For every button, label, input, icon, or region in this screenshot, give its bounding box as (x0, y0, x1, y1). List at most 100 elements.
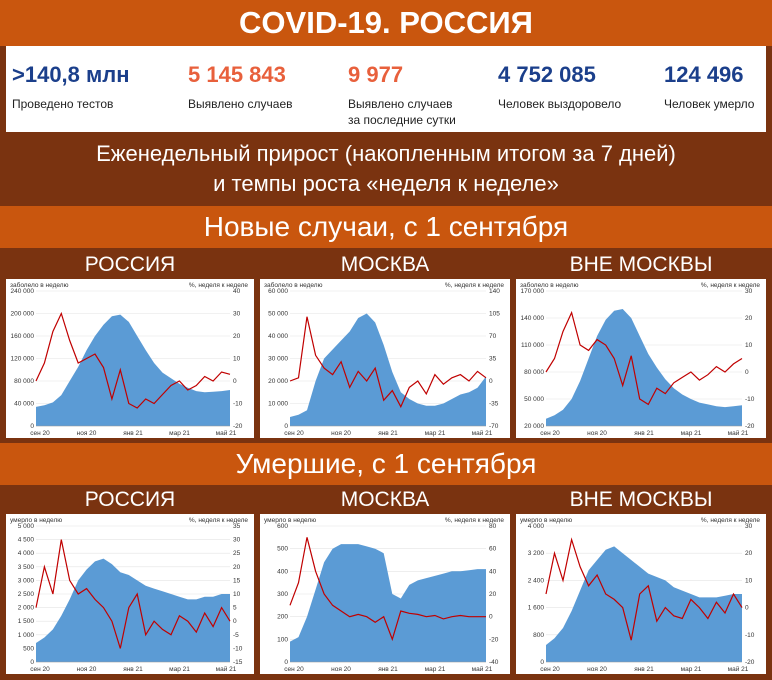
left-axis-label: умерло в неделю (10, 517, 62, 524)
right-tick-label: -20 (233, 423, 243, 430)
right-axis-label: %, неделя к неделе (445, 282, 504, 289)
right-tick-label: -5 (233, 632, 239, 639)
right-tick-label: -20 (745, 423, 755, 430)
stat-value: 5 145 843 (188, 62, 286, 87)
left-tick-label: 400 (277, 568, 288, 575)
left-tick-label: 50 000 (268, 311, 288, 318)
right-tick-label: -40 (489, 659, 499, 666)
x-tick-label: мар 21 (425, 430, 446, 437)
left-tick-label: 600 (277, 523, 288, 530)
left-tick-label: 40 000 (268, 333, 288, 340)
left-tick-label: 200 000 (11, 311, 35, 318)
right-tick-label: -10 (745, 396, 755, 403)
left-tick-label: 5 000 (18, 523, 35, 530)
right-tick-label: -10 (233, 645, 243, 652)
right-tick-label: 30 (745, 523, 753, 530)
chart-cases-outside: заболело в неделю %, неделя к неделе 170 0… (516, 279, 766, 438)
right-tick-label: 0 (489, 378, 493, 385)
chart-svg: заболело в неделю %, неделя к неделе 170 0… (520, 281, 760, 437)
section-deaths-title: Умершие, с 1 сентября (0, 443, 772, 485)
chart-svg: умерло в неделю %, неделя к неделе 5 000 4 … (10, 517, 248, 673)
right-tick-label: 0 (745, 605, 749, 612)
right-tick-label: 0 (233, 378, 237, 385)
left-tick-label: 10 000 (268, 401, 288, 408)
x-tick-label: май 21 (472, 665, 493, 673)
left-tick-label: 60 000 (268, 288, 288, 295)
region-label-russia: РОССИЯ (6, 486, 254, 514)
right-tick-label: -10 (745, 632, 755, 639)
x-tick-label: май 21 (216, 665, 237, 673)
left-tick-label: 140 000 (521, 315, 545, 322)
area-series (36, 558, 230, 662)
right-tick-label: 15 (233, 577, 241, 584)
right-tick-label: 20 (489, 591, 497, 598)
x-tick-label: сен 20 (284, 430, 304, 437)
right-tick-label: 10 (233, 591, 241, 598)
right-tick-label: 80 (489, 523, 497, 530)
x-tick-label: мар 21 (681, 666, 702, 673)
x-tick-label: ноя 20 (77, 666, 97, 673)
left-tick-label: 160 000 (11, 333, 35, 340)
x-tick-label: мар 21 (681, 430, 702, 437)
stat-value: 124 496 (664, 62, 744, 87)
growth-line-series (35, 539, 231, 649)
right-tick-label: 35 (489, 356, 497, 363)
x-tick-label: янв 21 (634, 666, 654, 673)
right-tick-label: 60 (489, 546, 497, 553)
area-series (290, 544, 486, 662)
right-tick-label: -70 (489, 423, 499, 430)
subtitle-line2: и темпы роста «неделя к неделе» (213, 171, 559, 196)
region-label-russia: РОССИЯ (6, 251, 254, 279)
x-tick-label: сен 20 (30, 666, 50, 673)
area-series (290, 313, 486, 426)
right-axis-label: %, неделя к неделе (701, 517, 760, 524)
right-tick-label: 30 (233, 537, 241, 544)
left-tick-label: 80 000 (14, 378, 34, 385)
stat-value: 9 977 (348, 62, 404, 87)
left-tick-label: 2 500 (18, 591, 35, 598)
right-tick-label: 5 (233, 605, 237, 612)
x-tick-label: май 21 (472, 429, 493, 437)
x-tick-label: ноя 20 (331, 666, 351, 673)
region-label-outside: ВНЕ МОСКВЫ (516, 251, 766, 279)
right-axis-label: %, неделя к неделе (189, 517, 248, 524)
left-tick-label: 1 000 (18, 632, 35, 639)
x-tick-label: сен 20 (30, 430, 50, 437)
subtitle: Еженедельный прирост (накопленным итогом… (0, 135, 772, 203)
x-tick-label: ноя 20 (587, 666, 607, 673)
left-tick-label: 20 000 (524, 423, 544, 430)
left-axis-label: умерло в неделю (264, 517, 316, 524)
right-tick-label: 10 (745, 342, 753, 349)
x-tick-label: май 21 (728, 429, 749, 437)
area-series (546, 546, 742, 662)
chart-svg: заболело в неделю %, неделя к неделе 60 00… (264, 281, 504, 437)
left-tick-label: 100 (277, 636, 288, 643)
left-tick-label: 80 000 (524, 369, 544, 376)
left-tick-label: 0 (30, 423, 34, 430)
left-tick-label: 30 000 (268, 356, 288, 363)
chart-svg: заболело в неделю %, неделя к неделе 240 0… (10, 281, 248, 437)
chart-cases-moscow: заболело в неделю %, неделя к неделе 60 00… (260, 279, 510, 438)
growth-line-series (289, 316, 487, 409)
left-tick-label: 170 000 (521, 288, 545, 295)
x-tick-label: янв 21 (634, 430, 654, 437)
right-axis-label: %, неделя к неделе (189, 282, 248, 289)
right-tick-label: -10 (233, 401, 243, 408)
right-tick-label: 20 (233, 333, 241, 340)
chart-svg: умерло в неделю%, неделя к неделе6005004… (264, 517, 504, 673)
right-tick-label: 20 (745, 315, 753, 322)
growth-line-series (35, 311, 231, 409)
right-axis-label: %, неделя к неделе (445, 517, 504, 524)
region-label-moscow: МОСКВА (260, 251, 510, 279)
chart-cases-russia: заболело в неделю %, неделя к неделе 240 0… (6, 279, 254, 438)
x-tick-label: мар 21 (169, 666, 190, 673)
left-tick-label: 110 000 (521, 342, 544, 349)
left-tick-label: 40 000 (14, 401, 34, 408)
left-tick-label: 0 (30, 659, 34, 666)
section-cases-title: Новые случаи, с 1 сентября (0, 206, 772, 248)
right-tick-label: -15 (233, 659, 243, 666)
left-tick-label: 0 (284, 423, 288, 430)
right-tick-label: 30 (745, 288, 753, 295)
x-tick-label: янв 21 (378, 666, 398, 673)
left-tick-label: 1 500 (18, 618, 35, 625)
